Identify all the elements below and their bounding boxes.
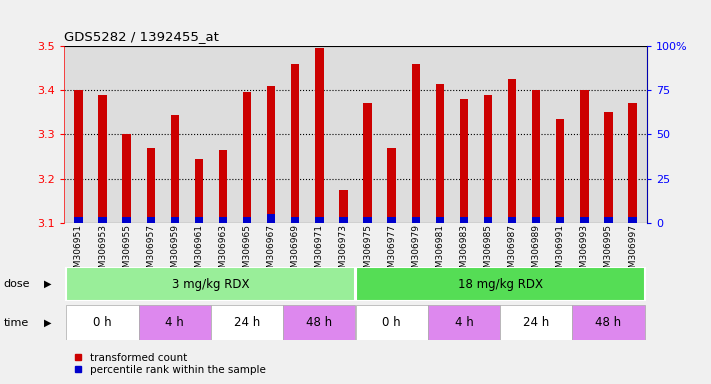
Bar: [267, 86, 275, 223]
Text: 24 h: 24 h: [234, 316, 260, 329]
Text: 48 h: 48 h: [595, 316, 621, 329]
Bar: [629, 217, 637, 223]
Bar: [604, 217, 613, 223]
Bar: [580, 217, 589, 223]
Bar: [436, 84, 444, 223]
Bar: [460, 99, 468, 223]
Text: 3 mg/kg RDX: 3 mg/kg RDX: [172, 278, 250, 291]
Bar: [387, 217, 396, 223]
Bar: [195, 159, 203, 223]
Bar: [412, 217, 420, 223]
Bar: [315, 217, 324, 223]
Bar: [339, 190, 348, 223]
Bar: [483, 217, 492, 223]
Bar: [139, 305, 211, 340]
Bar: [267, 214, 275, 223]
Bar: [219, 217, 228, 223]
Bar: [556, 119, 565, 223]
Bar: [508, 217, 516, 223]
Bar: [363, 217, 372, 223]
Text: 48 h: 48 h: [306, 316, 333, 329]
Bar: [532, 217, 540, 223]
Bar: [74, 90, 82, 223]
Text: 24 h: 24 h: [523, 316, 550, 329]
Bar: [171, 114, 179, 223]
Bar: [195, 217, 203, 223]
Bar: [500, 305, 572, 340]
Text: 18 mg/kg RDX: 18 mg/kg RDX: [458, 278, 542, 291]
Text: GDS5282 / 1392455_at: GDS5282 / 1392455_at: [64, 30, 219, 43]
Bar: [363, 104, 372, 223]
Bar: [219, 150, 228, 223]
Bar: [66, 305, 139, 340]
Bar: [356, 305, 428, 340]
Text: 0 h: 0 h: [383, 316, 401, 329]
Bar: [580, 90, 589, 223]
Bar: [428, 305, 500, 340]
Text: ▶: ▶: [44, 318, 52, 328]
Text: ▶: ▶: [44, 279, 52, 289]
Bar: [211, 305, 283, 340]
Bar: [460, 217, 468, 223]
Bar: [412, 64, 420, 223]
Bar: [66, 267, 356, 301]
Bar: [291, 217, 299, 223]
Bar: [483, 94, 492, 223]
Bar: [508, 79, 516, 223]
Bar: [122, 217, 131, 223]
Bar: [604, 112, 613, 223]
Bar: [572, 305, 645, 340]
Bar: [146, 217, 155, 223]
Bar: [243, 93, 251, 223]
Bar: [556, 217, 565, 223]
Text: time: time: [4, 318, 29, 328]
Bar: [387, 148, 396, 223]
Bar: [291, 64, 299, 223]
Bar: [315, 48, 324, 223]
Bar: [283, 305, 356, 340]
Bar: [74, 217, 82, 223]
Text: 4 h: 4 h: [454, 316, 474, 329]
Text: dose: dose: [4, 279, 30, 289]
Bar: [98, 217, 107, 223]
Bar: [171, 217, 179, 223]
Bar: [243, 217, 251, 223]
Bar: [436, 217, 444, 223]
Bar: [629, 104, 637, 223]
Bar: [532, 90, 540, 223]
Bar: [339, 217, 348, 223]
Text: 0 h: 0 h: [93, 316, 112, 329]
Bar: [146, 148, 155, 223]
Text: 4 h: 4 h: [166, 316, 184, 329]
Bar: [356, 267, 645, 301]
Bar: [98, 94, 107, 223]
Legend: transformed count, percentile rank within the sample: transformed count, percentile rank withi…: [69, 348, 270, 379]
Bar: [122, 134, 131, 223]
